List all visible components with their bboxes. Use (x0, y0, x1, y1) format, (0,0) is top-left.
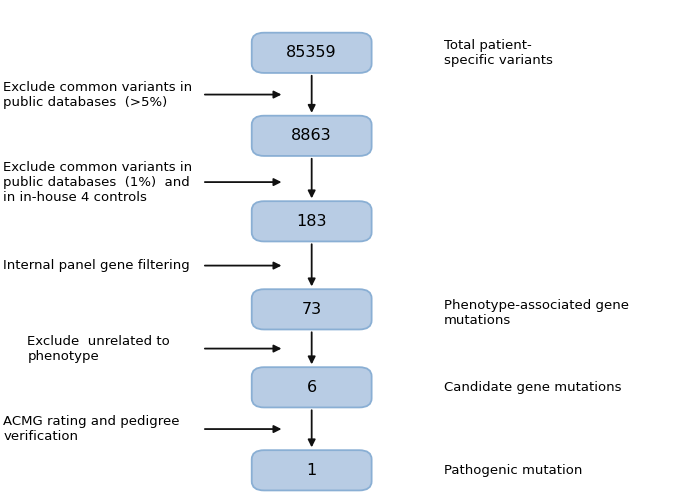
Text: Exclude common variants in
public databases  (>5%): Exclude common variants in public databa… (3, 80, 192, 109)
FancyBboxPatch shape (252, 116, 371, 156)
Text: 6: 6 (307, 380, 316, 395)
Text: Total patient-
specific variants: Total patient- specific variants (444, 39, 553, 67)
FancyBboxPatch shape (252, 33, 371, 73)
FancyBboxPatch shape (252, 201, 371, 241)
Text: Internal panel gene filtering: Internal panel gene filtering (3, 259, 190, 272)
Text: Pathogenic mutation: Pathogenic mutation (444, 464, 582, 477)
Text: Candidate gene mutations: Candidate gene mutations (444, 381, 621, 394)
FancyBboxPatch shape (252, 450, 371, 490)
Text: 85359: 85359 (286, 45, 337, 60)
Text: 183: 183 (297, 214, 327, 229)
Text: Exclude common variants in
public databases  (1%)  and
in in-house 4 controls: Exclude common variants in public databa… (3, 160, 192, 204)
Text: 73: 73 (301, 302, 322, 317)
FancyBboxPatch shape (252, 289, 371, 329)
Text: ACMG rating and pedigree
verification: ACMG rating and pedigree verification (3, 415, 180, 443)
Text: Phenotype-associated gene
mutations: Phenotype-associated gene mutations (444, 299, 629, 327)
Text: Exclude  unrelated to
phenotype: Exclude unrelated to phenotype (27, 334, 170, 363)
FancyBboxPatch shape (252, 367, 371, 407)
Text: 1: 1 (307, 463, 316, 478)
Text: 8863: 8863 (291, 128, 332, 143)
